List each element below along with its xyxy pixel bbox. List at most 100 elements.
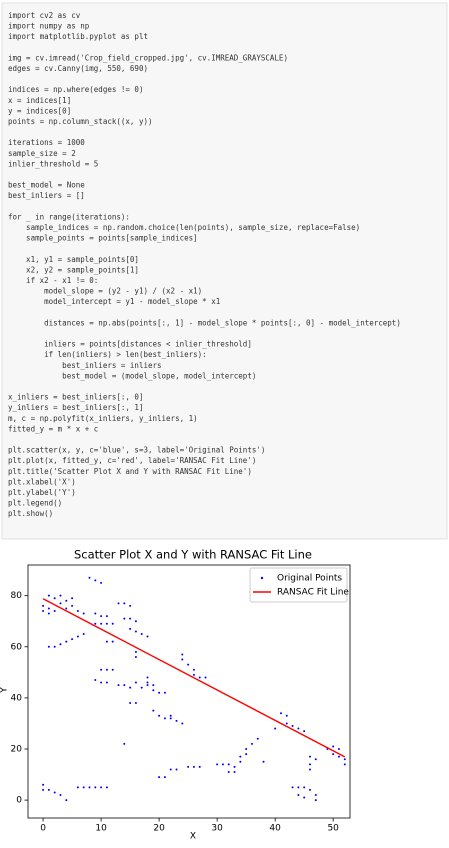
code: import cv2 as cv import numpy as npimport… [8,11,401,518]
code-line: inlier_threshold = 5 [8,159,98,168]
x-axis-label: X [190,832,196,842]
code-cell[interactable] [1,2,448,540]
y-tick-label: 0 [16,796,22,806]
point [332,745,335,748]
point [204,676,207,679]
code-line: y_inliers = best_inliers[:, 1] [8,403,143,412]
code-line: distances = np.abs(points[:, 1] - model_… [8,318,401,327]
point [59,594,62,597]
code-line: model_intercept = y1 - model_slope * x1 [8,297,220,306]
point [129,686,132,689]
point [65,599,68,602]
point [76,635,79,638]
code-line: x2, y2 = sample_points[1] [8,265,139,274]
point [163,691,166,694]
point [94,579,97,582]
chart-title: Scatter Plot X and Y with RANSAC Fit Lin… [74,548,312,562]
legend-label: RANSAC Fit Line [277,588,349,598]
point [123,617,126,620]
point [134,620,137,623]
point [303,730,306,733]
code-line: iterations = 1000 [8,138,85,147]
legend-label: Original Points [277,574,342,584]
point [158,776,161,779]
point [152,709,155,712]
x-tick-label: 50 [327,824,339,834]
point [285,722,288,725]
x-tick-label: 0 [40,824,46,834]
point [227,763,230,766]
code-line: fitted_y = m * x + c [8,424,98,433]
point [42,604,45,607]
point [297,786,300,789]
point [100,786,103,789]
point [158,714,161,717]
code-line: plt.xlabel('X') [8,477,76,486]
point [169,717,172,720]
point [100,615,103,618]
point [94,679,97,681]
y-axis-label: Y [0,687,10,694]
point [308,788,311,791]
code-line: import numpy as np [8,22,90,31]
point [163,776,166,779]
point [123,684,126,687]
code-line: plt.ylabel('Y') [8,488,76,497]
point [314,799,317,802]
point [227,771,230,773]
fit-line [42,598,346,758]
code-line: y = indices[0] [8,106,71,115]
x-tick-label: 20 [153,824,165,834]
point [233,765,236,768]
point [129,702,132,704]
code-line: import matplotlib.pyplot as plt [8,32,148,41]
point [71,638,74,641]
point [71,597,74,600]
point [140,633,143,635]
point [198,676,201,679]
point [181,653,184,656]
point [198,765,201,768]
point [163,717,166,720]
point [308,768,311,771]
point [76,610,79,612]
code-line: best_inliers = inliers [8,361,162,370]
y-tick-label: 40 [11,693,23,703]
point [274,727,277,730]
plot-area [27,564,351,819]
point [146,681,149,684]
point [256,737,259,740]
point [343,758,346,761]
code-line: plt.legend() [8,499,62,508]
point [47,607,50,610]
point [187,765,190,768]
point [65,799,68,802]
code-line: sample_size = 2 [8,149,76,158]
point [152,689,155,692]
x-tick-label: 40 [269,824,281,834]
point [88,576,91,579]
point [134,656,137,658]
point [65,640,68,643]
code-line: points = np.column_stack((x, y)) [8,117,153,126]
code-line: plt.plot(x, fitted_y, c='red', label='RA… [8,456,256,465]
point [82,786,85,789]
point [152,684,155,687]
code-line: edges = cv.Canny(img, 550, 690) [8,64,148,73]
point [303,796,306,799]
point [297,794,300,796]
point [53,597,56,600]
point [47,612,50,615]
point [88,786,91,789]
code-line: import cv2 as cv [8,11,81,20]
y-tick-label: 60 [11,642,23,652]
point [158,691,161,694]
point [216,763,219,766]
point [117,684,120,687]
code-line: if x2 - x1 != 0: [8,276,98,285]
point [297,727,300,730]
point [245,753,248,756]
point [140,686,143,689]
point [187,663,190,666]
